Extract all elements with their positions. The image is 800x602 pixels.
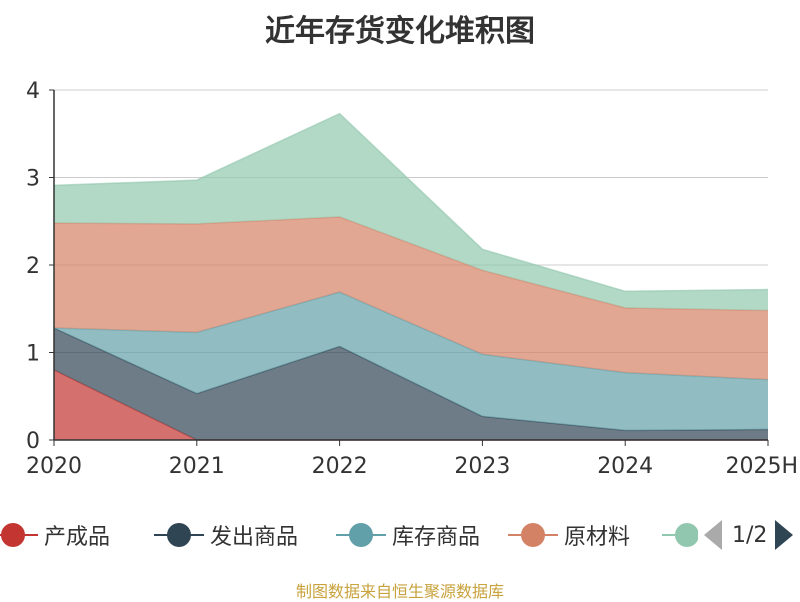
- x-tick-label: 2020: [26, 454, 82, 479]
- legend-swatch: [154, 515, 204, 555]
- source-note: 制图数据来自恒生聚源数据库: [295, 582, 504, 601]
- y-tick-label: 1: [26, 342, 40, 367]
- x-tick-label: 2025H: [725, 454, 798, 479]
- area-series-4: [54, 216, 768, 380]
- legend-pager[interactable]: 1/2: [700, 515, 800, 555]
- x-tick-label: 2023: [454, 454, 510, 479]
- legend: 产成品 发出商品 库存商品 原材料 1/2: [0, 515, 800, 555]
- legend-page-indicator: 1/2: [732, 522, 768, 548]
- x-tick-label: 2022: [312, 454, 368, 479]
- legend-item-3[interactable]: 库存商品: [336, 515, 480, 555]
- y-tick-label: 3: [26, 167, 40, 192]
- y-tick-label: 0: [26, 429, 40, 454]
- area-series-2: [54, 328, 768, 440]
- legend-item-1[interactable]: 产成品: [0, 515, 110, 555]
- legend-swatch: [336, 515, 386, 555]
- legend-swatch: [508, 515, 558, 555]
- legend-label: 产成品: [44, 525, 111, 550]
- legend-prev-page-icon[interactable]: [704, 520, 722, 550]
- x-tick-label: 2024: [597, 454, 653, 479]
- series-line-4: [53, 216, 769, 312]
- legend-swatch: [0, 515, 38, 555]
- legend-item-5[interactable]: [662, 515, 698, 555]
- area-series-1: [54, 370, 768, 440]
- legend-label: 发出商品: [210, 525, 299, 550]
- stacked-area-chart: 0 1 2 3 4 2020 2021 2022 2023 2024 2025H: [26, 79, 798, 479]
- legend-label: 原材料: [564, 525, 631, 550]
- area-series-layer: [53, 112, 769, 441]
- axes: 0 1 2 3 4 2020 2021 2022 2023 2024 2025H: [26, 79, 798, 479]
- legend-swatch: [662, 515, 698, 555]
- x-tick-label: 2021: [169, 454, 225, 479]
- area-series-5: [54, 113, 768, 311]
- y-tick-label: 2: [26, 254, 40, 279]
- y-tick-label: 4: [26, 79, 40, 104]
- legend-item-4[interactable]: 原材料: [508, 515, 630, 555]
- area-series-3: [54, 292, 768, 431]
- legend-item-2[interactable]: 发出商品: [154, 515, 298, 555]
- chart-title: 近年存货变化堆积图: [265, 14, 535, 49]
- series-line-5: [53, 112, 769, 293]
- legend-label: 库存商品: [392, 525, 481, 550]
- legend-next-page-icon[interactable]: [775, 520, 794, 550]
